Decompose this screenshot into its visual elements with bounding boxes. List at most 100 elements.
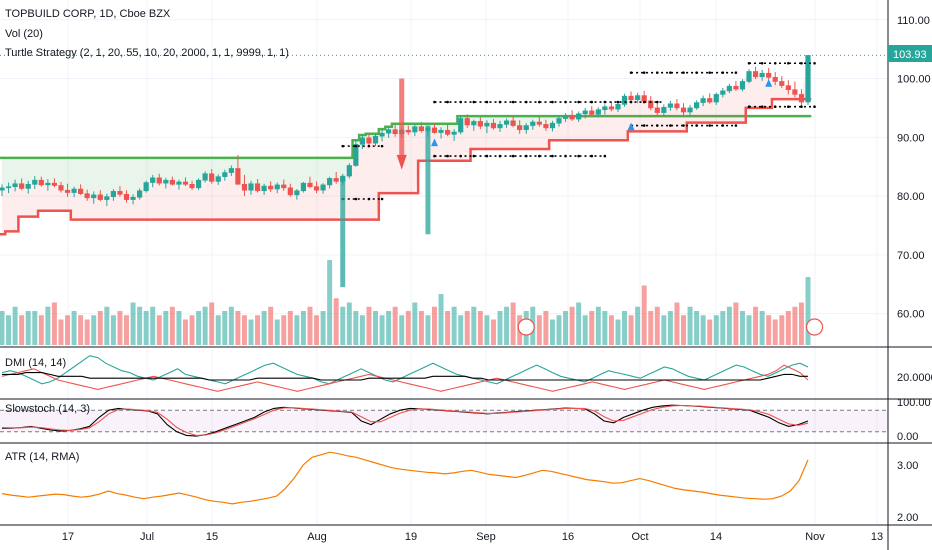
atr-line — [1, 451, 809, 505]
volume-bar — [6, 315, 12, 345]
volume-bar — [399, 315, 405, 345]
volume-bar — [451, 306, 457, 345]
chart-title[interactable]: TOPBUILD CORP, 1D, Cboe BZX — [5, 8, 171, 20]
candle-body — [621, 95, 628, 105]
candle-body — [176, 181, 182, 185]
candle-body — [530, 121, 536, 126]
candle-body — [248, 183, 254, 191]
breakout-dot — [642, 124, 646, 127]
volume-bar — [287, 311, 293, 345]
upper-channel-line — [0, 114, 812, 160]
volume-bar — [294, 315, 300, 345]
entry-signal-bar — [425, 125, 431, 235]
candle-body — [156, 177, 162, 184]
lower-channel-group — [0, 55, 812, 236]
candle-body — [412, 126, 418, 133]
volume-bar — [392, 306, 398, 345]
price-badge-bg — [888, 45, 932, 62]
volume-bar — [628, 315, 634, 345]
candle-body — [707, 98, 713, 103]
candle-body — [431, 127, 438, 133]
volume-bar — [582, 315, 588, 345]
volume-bar — [720, 311, 726, 345]
stoch-band — [0, 410, 888, 432]
candle-body — [766, 72, 772, 78]
breakout-dot — [472, 154, 476, 158]
volume-bar — [202, 306, 208, 345]
breakout-dot — [367, 197, 371, 201]
strategy-label[interactable]: Turtle Strategy (2, 1, 20, 55, 10, 20, 2… — [5, 47, 289, 59]
dmi-label[interactable]: DMI (14, 14) — [5, 357, 66, 369]
time-tick-label: 17 — [62, 531, 74, 543]
volume-bar — [150, 306, 156, 345]
volume-bar — [595, 306, 601, 345]
volume-label[interactable]: Vol (20) — [5, 28, 43, 40]
candle-body — [536, 121, 542, 125]
breakout-dot — [603, 100, 607, 104]
volume-bar — [464, 311, 470, 345]
volume-bar — [648, 311, 654, 345]
volume-bar — [641, 285, 647, 345]
volume-bar — [255, 315, 261, 345]
time-tick-label: Nov — [805, 531, 825, 543]
volume-bar — [261, 311, 267, 345]
dmi-line — [1, 364, 809, 392]
volume-bar — [635, 306, 641, 345]
stoch-label[interactable]: Slowstoch (14, 3) — [5, 403, 90, 415]
atr-label[interactable]: ATR (14, RMA) — [5, 451, 79, 463]
candle-body — [51, 182, 58, 186]
volume-bar — [78, 315, 84, 345]
candle-body — [798, 94, 805, 103]
candle-body — [648, 100, 654, 109]
candle-body — [733, 85, 739, 90]
candle-body — [523, 125, 529, 130]
candle-body — [752, 71, 759, 78]
volume-bar — [739, 311, 745, 345]
candle-body — [12, 183, 18, 187]
lower-channel-fill — [2, 55, 808, 235]
volume-bar — [536, 315, 542, 345]
volume-bar — [117, 311, 123, 345]
breakout-dot — [760, 105, 764, 109]
candle-body — [143, 182, 149, 192]
breakout-dot — [813, 61, 816, 65]
volume-bar — [445, 311, 451, 345]
breakout-dot — [773, 105, 777, 109]
candle-body — [458, 118, 464, 133]
volume-bar — [71, 311, 77, 345]
candle-body — [19, 183, 25, 189]
dmi-line — [1, 355, 809, 385]
volume-bar — [274, 319, 280, 345]
candle-body — [281, 184, 287, 189]
volume-bar — [707, 319, 713, 345]
candle-body — [792, 89, 798, 95]
breakout-dot — [629, 71, 633, 74]
dmi-lines — [1, 355, 809, 392]
breakout-dot — [695, 71, 698, 74]
candle-body — [150, 177, 156, 183]
breakout-dot — [564, 154, 567, 158]
stoch-line — [1, 404, 809, 436]
volume-bar — [137, 306, 143, 345]
volume-bar — [373, 311, 379, 345]
candle-body — [484, 122, 490, 127]
volume-bar — [556, 315, 562, 345]
candle-body — [576, 113, 582, 120]
candle-body — [405, 129, 411, 133]
candle-body — [268, 185, 274, 190]
candle-body — [195, 179, 202, 189]
volume-bar — [182, 319, 188, 345]
breakout-dot — [747, 61, 751, 65]
candle-body — [490, 122, 497, 129]
volume-bar — [694, 311, 700, 345]
breakout-dot — [577, 154, 580, 158]
candle-body — [97, 194, 103, 200]
breakout-dot — [734, 124, 738, 127]
breakout-dot — [734, 71, 738, 74]
volume-bar — [346, 302, 352, 345]
candle-body — [418, 126, 424, 132]
volume-bar — [97, 311, 103, 345]
breakout-dot — [524, 154, 528, 158]
candle-body — [0, 187, 5, 191]
breakout-dot — [380, 144, 384, 148]
